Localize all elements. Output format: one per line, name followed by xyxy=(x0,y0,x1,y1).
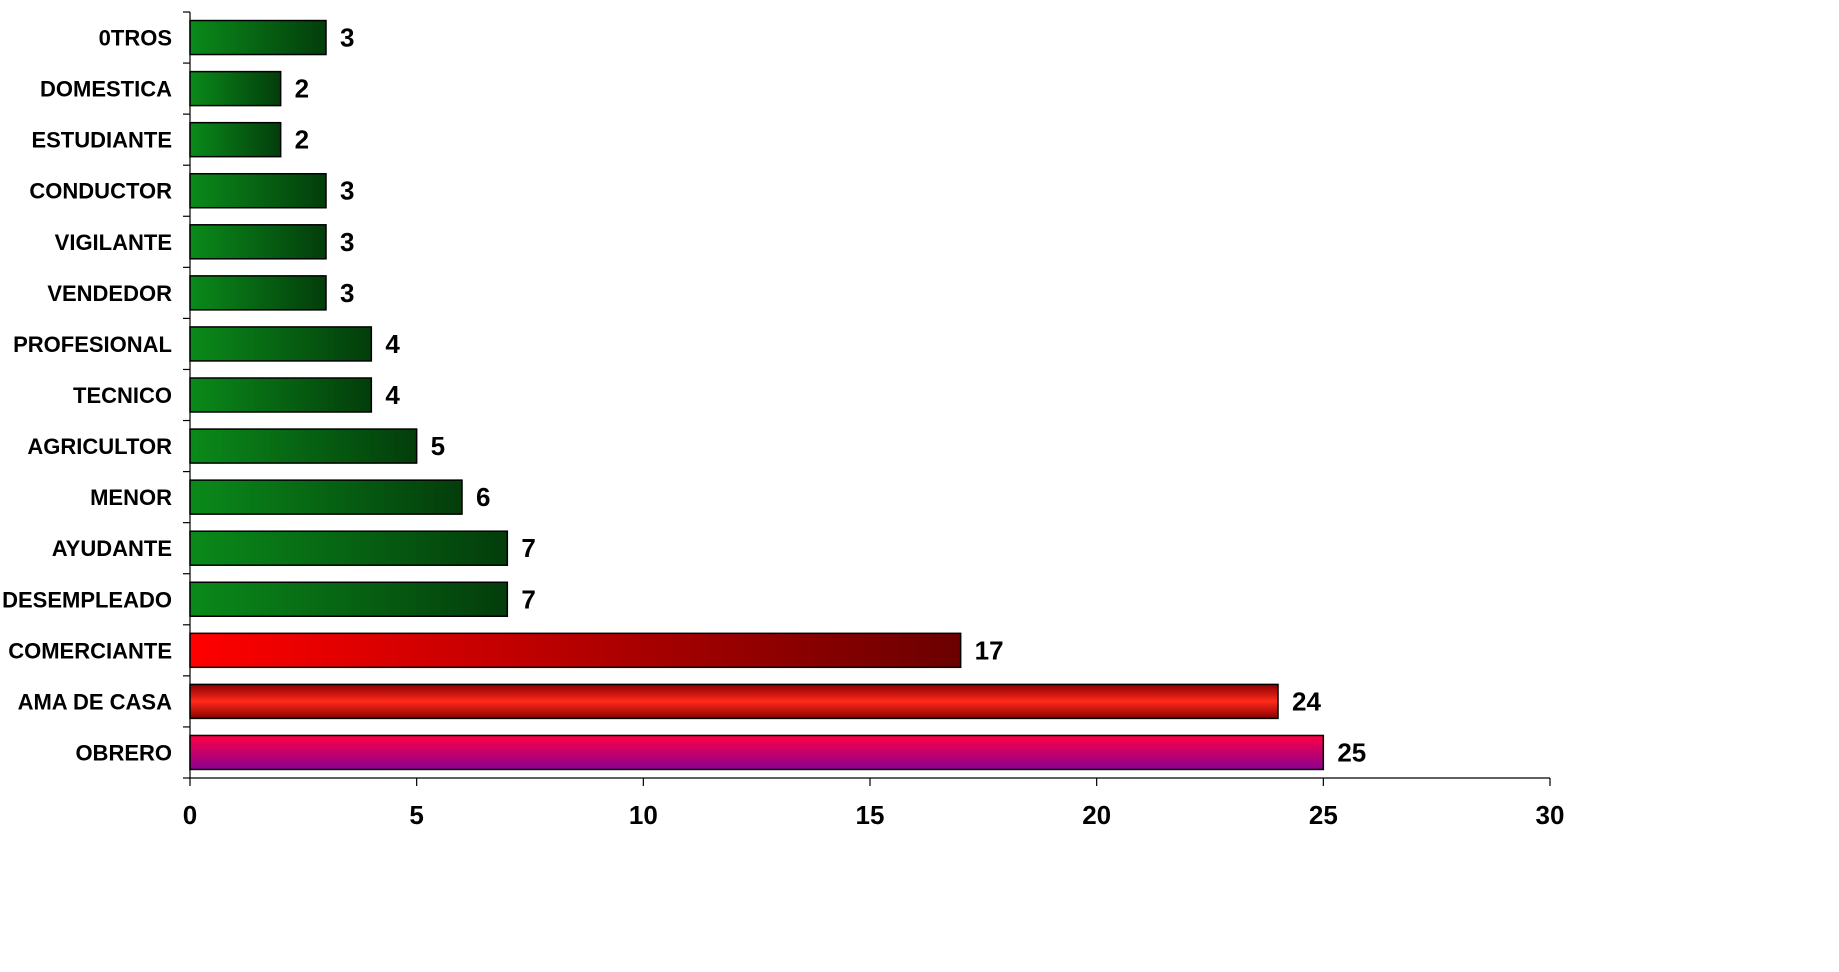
category-label: ESTUDIANTE xyxy=(31,128,172,153)
data-label: 4 xyxy=(385,329,400,359)
bar-agricultor xyxy=(189,428,418,464)
x-tick-label: 30 xyxy=(1536,800,1565,830)
data-label: 24 xyxy=(1292,686,1321,716)
category-label: VIGILANTE xyxy=(55,230,172,255)
data-label: 2 xyxy=(295,74,309,104)
bar-vendedor xyxy=(189,275,327,311)
bar-desempleado xyxy=(189,581,509,618)
bars-group xyxy=(189,19,1325,771)
bar-obrero xyxy=(189,734,1325,771)
data-label: 2 xyxy=(295,125,309,155)
bar-ama-de-casa xyxy=(189,683,1279,720)
bar-ayudante xyxy=(189,530,509,566)
bar-comerciante xyxy=(189,632,962,669)
category-label: COMERCIANTE xyxy=(8,638,172,663)
data-label: 17 xyxy=(975,635,1004,665)
x-tick-label: 20 xyxy=(1082,800,1111,830)
bar-0tros xyxy=(189,19,327,56)
data-label: 4 xyxy=(385,380,400,410)
category-label: AYUDANTE xyxy=(52,536,172,561)
x-tick-label: 0 xyxy=(183,800,197,830)
category-label: DOMESTICA xyxy=(40,77,172,102)
category-label: OBRERO xyxy=(75,740,172,765)
data-label: 25 xyxy=(1337,737,1366,767)
data-label: 7 xyxy=(521,584,535,614)
category-label: AGRICULTOR xyxy=(27,434,172,459)
bar-domestica xyxy=(189,70,282,107)
x-tick-label: 25 xyxy=(1309,800,1338,830)
bar-conductor xyxy=(189,172,327,209)
data-label: 6 xyxy=(476,482,490,512)
category-label: CONDUCTOR xyxy=(29,179,172,204)
axes-group xyxy=(183,11,1551,786)
category-label: 0TROS xyxy=(99,26,172,51)
data-label: 3 xyxy=(340,176,354,206)
bar-tecnico xyxy=(189,377,373,413)
category-label: AMA DE CASA xyxy=(18,689,173,714)
x-tick-label: 5 xyxy=(409,800,423,830)
data-label: 7 xyxy=(521,533,535,563)
data-label: 3 xyxy=(340,278,354,308)
data-label: 3 xyxy=(340,23,354,53)
bar-estudiante xyxy=(189,121,282,158)
bar-menor xyxy=(189,479,463,515)
data-label: 5 xyxy=(431,431,445,461)
x-tick-label: 10 xyxy=(629,800,658,830)
x-tick-label: 15 xyxy=(856,800,885,830)
category-label: PROFESIONAL xyxy=(13,332,172,357)
data-label: 3 xyxy=(340,227,354,257)
bar-vigilante xyxy=(189,224,327,260)
category-label: DESEMPLEADO xyxy=(2,587,172,612)
category-label: VENDEDOR xyxy=(47,281,172,306)
category-label: TECNICO xyxy=(73,383,172,408)
category-label: MENOR xyxy=(90,485,172,510)
labels-group: 0TROS 3 DOMESTICA 2 ESTUDIANTE 2 CONDUCTOR 3 VIG… xyxy=(2,23,1564,830)
bar-profesional xyxy=(189,326,373,362)
